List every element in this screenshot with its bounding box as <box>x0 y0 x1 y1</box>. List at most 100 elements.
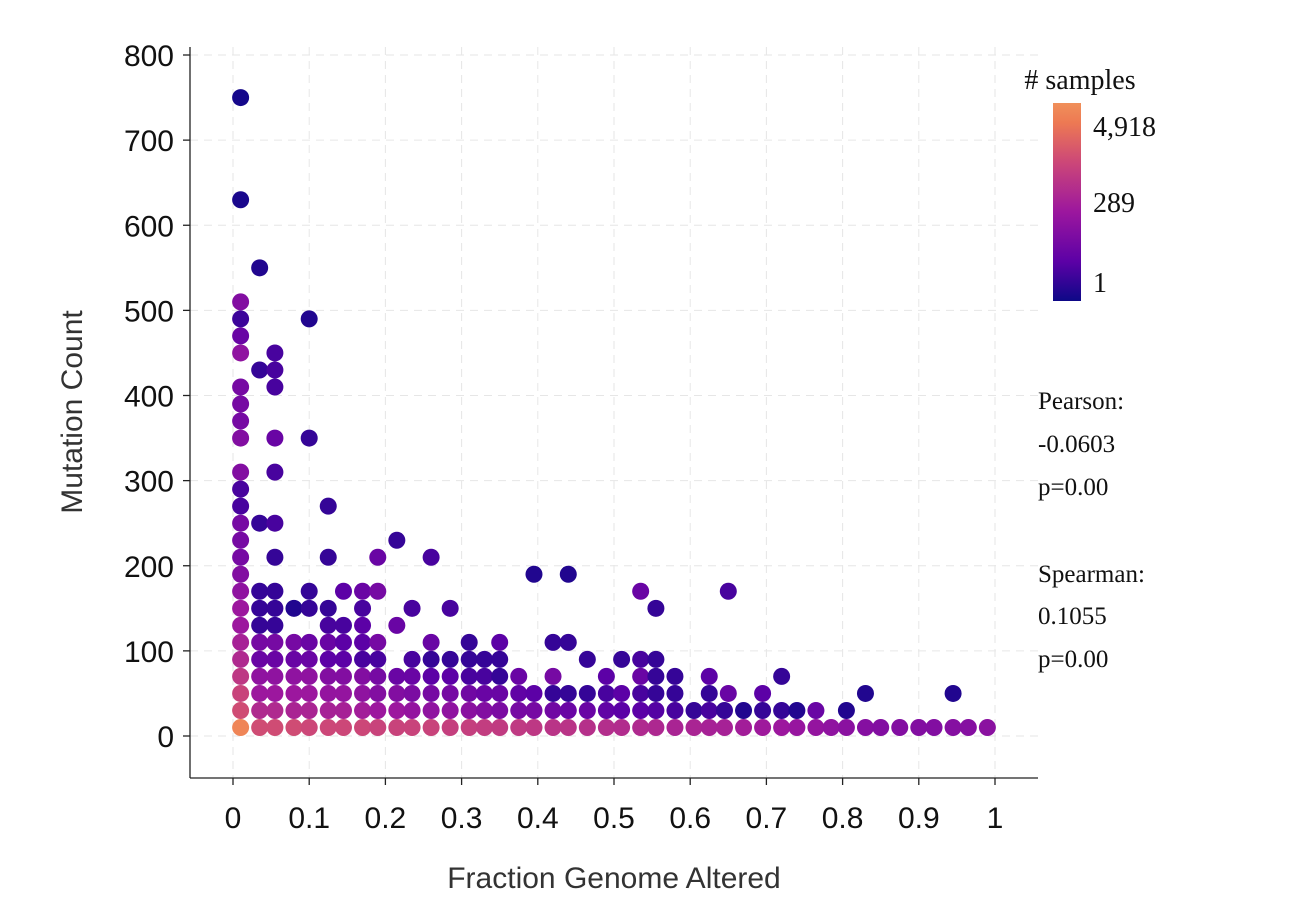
data-point <box>525 718 543 736</box>
data-point <box>559 701 577 719</box>
data-point <box>715 701 733 719</box>
data-point <box>354 633 372 651</box>
data-point <box>403 650 421 668</box>
data-point <box>369 548 387 566</box>
data-point <box>700 684 718 702</box>
x-tick-label: 0.4 <box>517 802 559 835</box>
data-point <box>266 616 284 634</box>
data-point <box>491 650 509 668</box>
x-axis-title: Fraction Genome Altered <box>447 862 781 895</box>
data-point <box>441 650 459 668</box>
data-point <box>910 718 928 736</box>
data-point <box>354 701 372 719</box>
data-point <box>544 667 562 685</box>
data-point <box>369 667 387 685</box>
data-point <box>475 667 493 685</box>
data-point <box>613 701 631 719</box>
data-point <box>232 191 250 209</box>
data-point <box>403 718 421 736</box>
data-point <box>475 701 493 719</box>
data-point <box>388 667 406 685</box>
data-point <box>319 650 337 668</box>
data-point <box>403 701 421 719</box>
y-axis-title: Mutation Count <box>56 310 89 514</box>
data-point <box>285 701 303 719</box>
data-point <box>300 667 318 685</box>
data-point <box>266 667 284 685</box>
data-point <box>232 480 250 498</box>
data-point <box>232 701 250 719</box>
data-point <box>251 599 269 617</box>
data-point <box>232 548 250 566</box>
data-point <box>232 718 250 736</box>
data-point <box>319 684 337 702</box>
data-point <box>319 497 337 515</box>
data-point <box>266 344 284 362</box>
data-point <box>422 633 440 651</box>
data-point <box>334 684 352 702</box>
data-point <box>578 701 596 719</box>
data-point <box>475 718 493 736</box>
data-point <box>544 633 562 651</box>
x-tick-label: 0.5 <box>593 802 635 835</box>
data-point <box>285 667 303 685</box>
data-point <box>685 718 703 736</box>
correlation-stats: Pearson: -0.0603 p=0.00 Spearman: 0.1055… <box>1038 388 1145 673</box>
data-point <box>422 684 440 702</box>
data-point <box>719 582 737 600</box>
data-point <box>544 701 562 719</box>
data-point <box>334 616 352 634</box>
axes: 0 0.1 0.2 0.3 0.4 0.5 0.6 0.7 0.8 0.9 1 0 100 200 300 4… <box>124 40 1038 835</box>
data-point <box>559 684 577 702</box>
data-point <box>251 582 269 600</box>
data-point <box>319 701 337 719</box>
data-point <box>578 684 596 702</box>
x-tick-label: 0.2 <box>365 802 407 835</box>
data-point <box>647 599 665 617</box>
data-point <box>773 718 791 736</box>
spearman-label: Spearman: <box>1038 561 1145 588</box>
data-point <box>647 684 665 702</box>
data-point <box>334 701 352 719</box>
data-point <box>232 327 250 345</box>
data-point <box>403 667 421 685</box>
x-tick-label: 0.7 <box>746 802 788 835</box>
data-point <box>232 89 250 107</box>
spearman-p-value: p=0.00 <box>1038 646 1108 673</box>
data-point <box>334 650 352 668</box>
data-point <box>441 718 459 736</box>
data-point <box>403 684 421 702</box>
data-point <box>613 650 631 668</box>
data-point <box>754 718 772 736</box>
data-point <box>251 667 269 685</box>
data-point <box>856 684 874 702</box>
data-point <box>632 684 650 702</box>
data-point <box>685 701 703 719</box>
data-point <box>369 718 387 736</box>
data-point <box>251 718 269 736</box>
data-point <box>300 701 318 719</box>
data-point <box>232 463 250 481</box>
data-point <box>266 633 284 651</box>
data-point <box>232 293 250 311</box>
data-point <box>613 684 631 702</box>
y-tick-label: 200 <box>124 551 174 584</box>
data-point <box>788 718 806 736</box>
x-tick-label: 0 <box>225 802 242 835</box>
data-point <box>300 684 318 702</box>
data-point <box>491 718 509 736</box>
data-point <box>232 650 250 668</box>
y-tick-label: 400 <box>124 381 174 414</box>
data-point <box>422 650 440 668</box>
data-point <box>354 718 372 736</box>
data-point <box>475 650 493 668</box>
y-tick-label: 700 <box>124 125 174 158</box>
data-point <box>422 701 440 719</box>
data-point <box>266 701 284 719</box>
data-point <box>735 701 753 719</box>
data-point <box>647 667 665 685</box>
grid-lines <box>190 47 1038 778</box>
data-point <box>559 633 577 651</box>
data-point <box>266 429 284 447</box>
